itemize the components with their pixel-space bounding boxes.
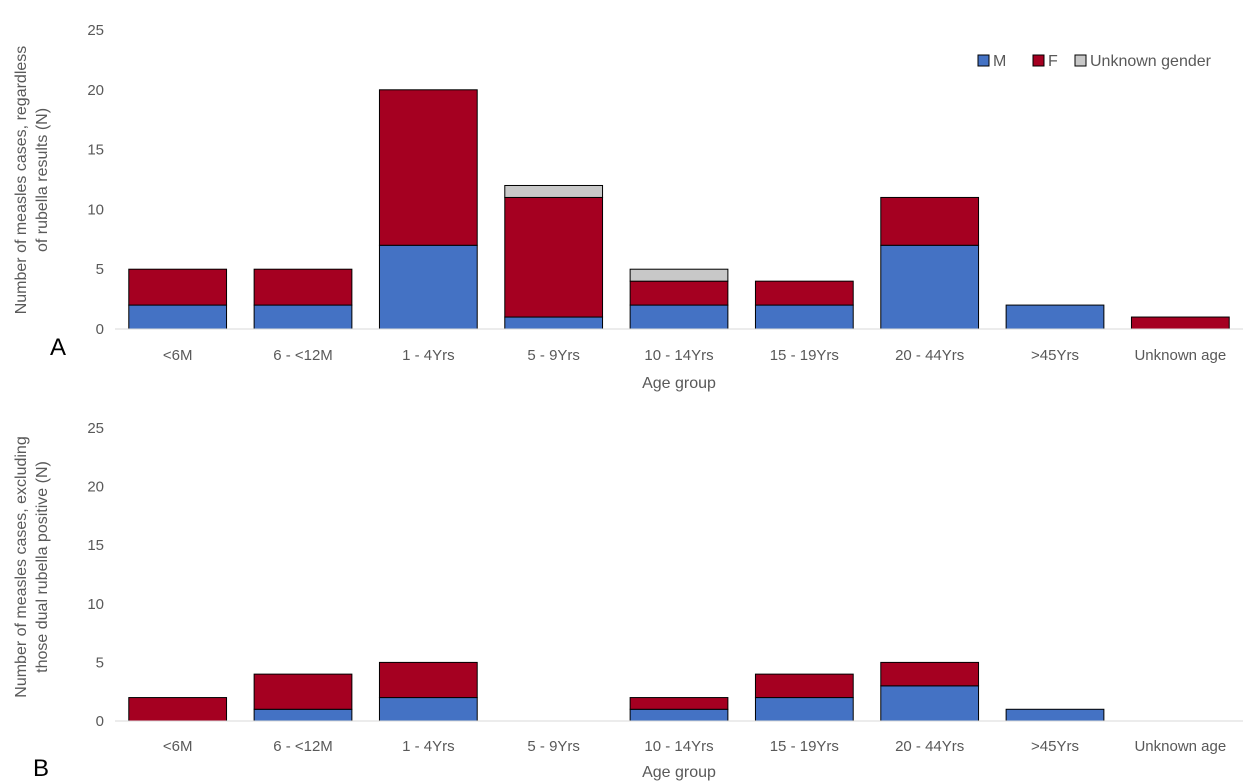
x-tick-label: >45Yrs xyxy=(1031,347,1079,364)
x-axis-label: Age group xyxy=(642,375,716,392)
bar-segment-m xyxy=(1005,708,1105,722)
legend: M F Unknown gender xyxy=(977,53,1212,70)
x-tick-label: Unknown age xyxy=(1134,738,1226,755)
bar-segment-f xyxy=(128,697,228,722)
x-tick-label: 1 - 4Yrs xyxy=(402,738,455,755)
y-axis-label: Number of measles cases, excluding those … xyxy=(13,436,51,697)
panel-letter: B xyxy=(33,755,49,782)
legend-label: M xyxy=(993,53,1006,70)
bar-segment-f xyxy=(629,280,729,306)
bar-segment-m xyxy=(253,708,353,722)
y-tick-label: 5 xyxy=(96,654,104,671)
x-tick-label: 1 - 4Yrs xyxy=(402,347,455,364)
bar-segment-unknown-gender xyxy=(504,184,604,198)
x-tick-label: 15 - 19Yrs xyxy=(770,347,839,364)
y-tick-label: 10 xyxy=(87,201,104,218)
y-tick-label: 0 xyxy=(96,713,104,730)
y-tick-label: 5 xyxy=(96,261,104,278)
bar-segment-f xyxy=(754,673,854,699)
bar-segment-m xyxy=(629,708,729,722)
y-tick-label: 20 xyxy=(87,479,104,496)
bar-segment-m xyxy=(880,244,980,330)
x-tick-label: <6M xyxy=(163,738,193,755)
legend-swatch xyxy=(1032,54,1045,67)
legend-swatch xyxy=(977,54,990,67)
y-tick-label: 15 xyxy=(87,142,104,159)
x-tick-label: 5 - 9Yrs xyxy=(527,738,580,755)
x-tick-label: >45Yrs xyxy=(1031,738,1079,755)
bar-segment-m xyxy=(504,316,604,330)
bar-segment-m xyxy=(128,304,228,330)
y-tick-label: 10 xyxy=(87,596,104,613)
bar-segment-f xyxy=(378,661,478,699)
bar-segment-f xyxy=(629,697,729,710)
x-tick-label: 5 - 9Yrs xyxy=(527,347,580,364)
x-tick-label: 6 - <12M xyxy=(273,347,333,364)
bar-segment-m xyxy=(754,697,854,722)
y-tick-label: 25 xyxy=(87,420,104,437)
bar-segment-f xyxy=(253,268,353,306)
bar-segment-m xyxy=(754,304,854,330)
bar-segment-f xyxy=(504,196,604,318)
x-tick-label: 6 - <12M xyxy=(273,738,333,755)
legend-label: Unknown gender xyxy=(1090,53,1212,70)
bar-segment-m xyxy=(253,304,353,330)
bar-segment-m xyxy=(378,244,478,330)
bar-segment-f xyxy=(880,661,980,687)
x-tick-label: 10 - 14Yrs xyxy=(644,738,713,755)
y-tick-label: 20 xyxy=(87,82,104,99)
x-tick-label: 10 - 14Yrs xyxy=(644,347,713,364)
legend-swatch xyxy=(1074,54,1087,67)
bar-segment-m xyxy=(629,304,729,330)
x-tick-label: 15 - 19Yrs xyxy=(770,738,839,755)
bar-segment-m xyxy=(880,685,980,722)
x-tick-label: Unknown age xyxy=(1134,347,1226,364)
panel-a: 0 5 10 15 20 25 <6M 6 - <12M 1 - 4Yrs 5 - 9Yrs 10 … xyxy=(13,22,1243,392)
bar-segment-m xyxy=(1005,304,1105,330)
bar-segment-f xyxy=(754,280,854,306)
bar-segment-f xyxy=(378,89,478,246)
y-tick-label: 0 xyxy=(96,321,104,338)
bar-segment-f xyxy=(253,673,353,710)
bar-segment-unknown-gender xyxy=(629,268,729,282)
x-tick-label: 20 - 44Yrs xyxy=(895,347,964,364)
bar-segment-m xyxy=(378,697,478,722)
y-axis-label: Number of measles cases, regardless of ru… xyxy=(13,46,51,315)
y-tick-label: 15 xyxy=(87,537,104,554)
legend-label: F xyxy=(1048,53,1058,70)
x-tick-label: 20 - 44Yrs xyxy=(895,738,964,755)
x-axis-label: Age group xyxy=(642,764,716,781)
panel-letter: A xyxy=(50,334,66,361)
y-tick-label: 25 xyxy=(87,22,104,39)
x-tick-label: <6M xyxy=(163,347,193,364)
bar-segment-f xyxy=(880,196,980,246)
panel-b: 0 5 10 15 20 25 <6M 6 - <12M 1 - 4Yrs 5 - 9Yrs 10 … xyxy=(13,420,1243,782)
bar-segment-f xyxy=(128,268,228,306)
bar-segment-f xyxy=(1130,316,1230,330)
